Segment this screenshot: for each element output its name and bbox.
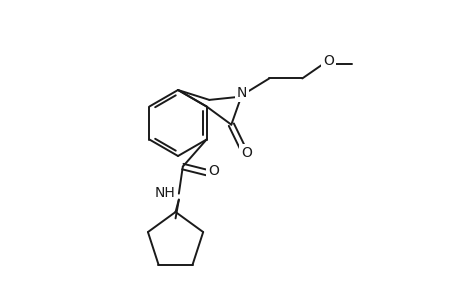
Text: N: N (236, 85, 247, 100)
Text: O: O (323, 54, 333, 68)
Text: NH: NH (154, 186, 175, 200)
Text: O: O (241, 146, 252, 161)
Text: O: O (207, 164, 218, 178)
